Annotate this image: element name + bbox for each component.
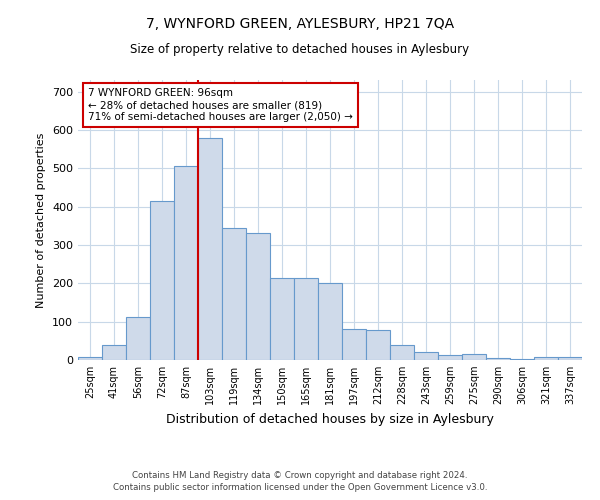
Bar bbox=[366, 330, 390, 360]
Text: Contains HM Land Registry data © Crown copyright and database right 2024.
Contai: Contains HM Land Registry data © Crown c… bbox=[113, 471, 487, 492]
Bar bbox=[414, 352, 438, 360]
Bar bbox=[222, 228, 246, 360]
Bar bbox=[462, 354, 486, 360]
Bar bbox=[174, 166, 198, 360]
Text: Size of property relative to detached houses in Aylesbury: Size of property relative to detached ho… bbox=[130, 42, 470, 56]
Bar bbox=[294, 278, 318, 360]
Bar bbox=[558, 357, 582, 360]
Bar bbox=[342, 330, 366, 360]
Text: 7, WYNFORD GREEN, AYLESBURY, HP21 7QA: 7, WYNFORD GREEN, AYLESBURY, HP21 7QA bbox=[146, 18, 454, 32]
Bar bbox=[390, 344, 414, 360]
Bar bbox=[78, 357, 102, 360]
Bar bbox=[198, 138, 222, 360]
Bar bbox=[510, 359, 534, 360]
Bar bbox=[438, 355, 462, 360]
Bar bbox=[246, 234, 270, 360]
X-axis label: Distribution of detached houses by size in Aylesbury: Distribution of detached houses by size … bbox=[166, 412, 494, 426]
Bar bbox=[102, 346, 126, 360]
Bar bbox=[270, 278, 294, 360]
Text: 7 WYNFORD GREEN: 96sqm
← 28% of detached houses are smaller (819)
71% of semi-de: 7 WYNFORD GREEN: 96sqm ← 28% of detached… bbox=[88, 88, 353, 122]
Bar bbox=[534, 357, 558, 360]
Bar bbox=[126, 317, 150, 360]
Bar bbox=[318, 284, 342, 360]
Bar bbox=[486, 358, 510, 360]
Bar bbox=[150, 201, 174, 360]
Y-axis label: Number of detached properties: Number of detached properties bbox=[37, 132, 46, 308]
